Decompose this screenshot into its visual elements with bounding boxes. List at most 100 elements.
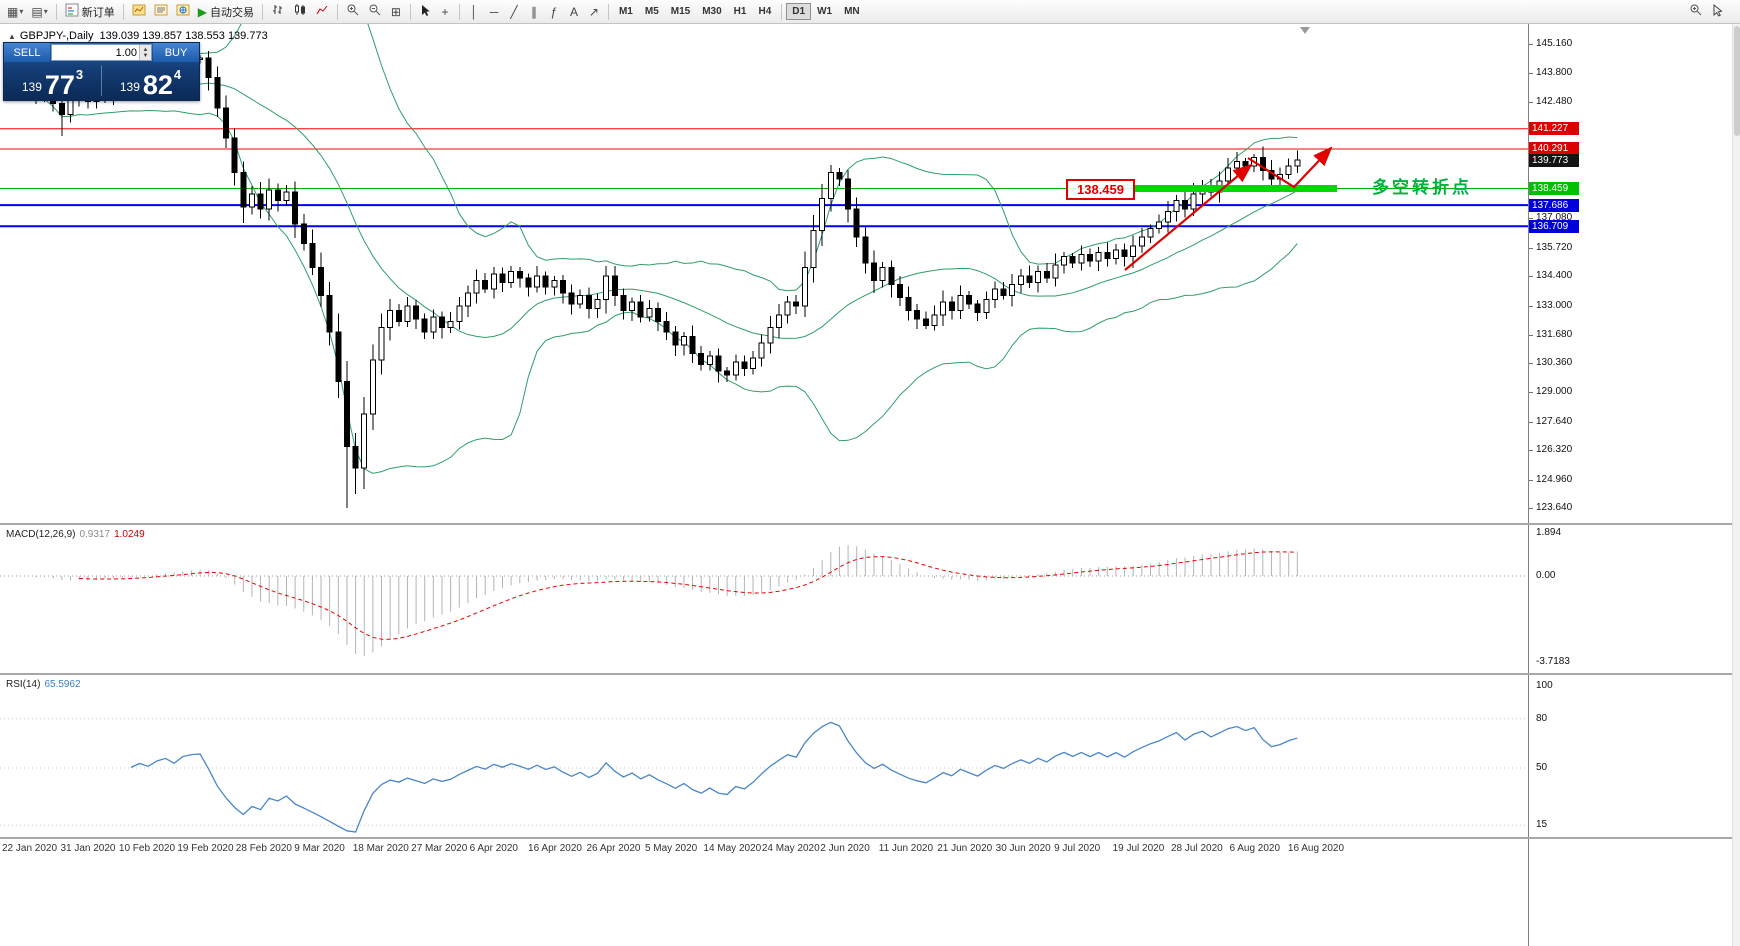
navigator-button[interactable] [172,2,194,22]
timeframe-m15[interactable]: M15 [670,6,691,17]
fibonacci-tool[interactable]: ƒ [544,2,564,22]
buy-button[interactable]: BUY [153,43,199,62]
rsi-name: RSI(14) [6,679,41,690]
price-axis-label: 137.080 [1536,212,1573,224]
axis-tick [1529,73,1533,75]
bar-chart-button[interactable] [267,2,289,22]
date-label: 2 Jun 2020 [820,843,870,854]
timeframe-d1[interactable]: D1 [786,3,812,20]
macd-scale-label: 1.894 [1536,527,1562,538]
macd-signal-value: 1.0249 [114,529,145,540]
macd-scale-label: 0.00 [1536,570,1556,581]
chart-shift-marker[interactable] [1300,27,1310,34]
timeframe-w1[interactable]: W1 [817,6,833,17]
price-axis-label: 135.720 [1536,241,1573,253]
market-watch-button[interactable] [128,2,150,22]
data-window-icon [154,3,168,20]
trend-arrow-zigzag[interactable] [1247,146,1333,189]
toolbar-separator [122,3,124,20]
macd-chart[interactable] [0,525,1528,673]
rsi-scale-label: 15 [1536,819,1548,831]
line-chart-button[interactable] [311,2,333,22]
toolbar-separator [458,3,460,20]
spin-up-icon[interactable]: ▲ [142,46,149,53]
timeframe-mn[interactable]: MN [844,6,860,17]
channel-icon: ∥ [530,4,537,19]
spin-down-icon[interactable]: ▼ [142,52,149,59]
zoom-out-button[interactable] [364,2,386,22]
date-label: 6 Aug 2020 [1229,843,1281,854]
thick-green-line[interactable] [1133,185,1337,192]
panel-separator[interactable] [0,673,1732,675]
volume-input[interactable] [52,45,139,60]
arrows-tool[interactable]: ↗ [584,2,604,22]
timeframe-h1[interactable]: H1 [733,6,747,17]
axis-tick [1529,334,1533,336]
date-label: 28 Feb 2020 [235,843,292,854]
profiles-button[interactable]: ▤ ▾ [27,2,51,22]
rsi-line [130,721,1298,833]
new-order-label: 新订单 [81,6,115,19]
main-price-chart[interactable] [0,24,1528,523]
date-label: 19 Feb 2020 [177,843,234,854]
text-tool[interactable]: A [564,2,584,22]
sell-button[interactable]: SELL [4,43,50,62]
pointer-tool-button[interactable] [1707,2,1727,22]
price-axis[interactable]: 145.160 143.800 142.480 137.080 135.720 134.4… [1528,24,1732,946]
ohlc-values: 139.039 139.857 138.553 139.773 [99,30,268,42]
chevron-down-icon: ▾ [19,7,24,16]
date-label: 28 Jul 2020 [1171,843,1223,854]
bollinger-upper [27,24,1298,292]
rsi-chart[interactable] [0,675,1528,837]
symbol-timeframe-label: GBPJPY-,Daily [19,30,94,42]
data-window-button[interactable] [150,2,172,22]
date-axis[interactable]: 22 Jan 2020 31 Jan 2020 10 Feb 2020 19 Feb … [0,839,1732,859]
main-toolbar: ▦ ▾ ▤ ▾ 新订单 ▶ 自动交易 ⊞ [0,0,1740,24]
horizontal-line-tool[interactable]: ─ [484,2,504,22]
panel-separator[interactable] [0,837,1732,839]
volume-stepper[interactable]: ▲ ▼ [139,45,151,60]
sell-price[interactable]: 139 77 3 [4,62,101,100]
level-price-callout[interactable]: 138.459 [1066,179,1135,200]
axis-tick [1529,363,1533,365]
new-chart-button[interactable]: ▦ ▾ [3,2,27,22]
buy-price-main: 139 [119,80,140,94]
vertical-line-icon: │ [470,4,478,19]
vertical-scrollbar[interactable] [1732,24,1740,946]
timeframe-m30[interactable]: M30 [702,6,722,17]
buy-price[interactable]: 139 82 4 [102,62,199,100]
bar-chart-icon [271,3,285,20]
timeframe-h4[interactable]: H4 [758,6,772,17]
price-axis-badge: 137.686 [1529,198,1579,212]
channel-tool[interactable]: ∥ [524,2,544,22]
candlestick-chart-button[interactable] [289,2,311,22]
date-label: 24 May 2020 [761,843,820,854]
auto-trading-label: 自动交易 [209,6,254,19]
new-order-button[interactable]: 新订单 [61,2,119,22]
macd-label: MACD(12,26,9) 0.9317 1.0249 [6,529,145,540]
price-axis-label: 143.800 [1536,67,1573,79]
timeframe-m1[interactable]: M1 [618,6,633,17]
candles-layer [7,50,1301,508]
panel-separator[interactable] [0,523,1732,525]
magnifier-plus-icon [1689,3,1703,20]
crosshair-button[interactable]: + [435,2,455,22]
collapse-triangle-icon[interactable]: ▲ [8,32,16,41]
vertical-line-tool[interactable]: │ [464,2,484,22]
pointer-icon [1711,3,1723,20]
zoom-tool-button[interactable] [1685,2,1707,22]
date-label: 19 Jul 2020 [1112,843,1165,854]
tile-windows-button[interactable]: ⊞ [386,2,406,22]
trend-arrow-up[interactable] [1124,163,1253,271]
zoom-in-button[interactable] [342,2,364,22]
trendline-tool[interactable]: ╱ [504,2,524,22]
scrollbar-thumb[interactable] [1734,26,1740,136]
price-axis-label: 133.000 [1536,300,1573,312]
auto-trading-button[interactable]: ▶ 自动交易 [194,2,258,22]
timeframe-m5[interactable]: M5 [644,6,659,17]
turning-point-note[interactable]: 多空转折点 [1372,178,1472,197]
date-label: 21 Jun 2020 [937,843,993,854]
price-axis-label: 142.480 [1536,95,1573,107]
buy-price-big: 82 [142,70,173,101]
cursor-button[interactable] [415,2,435,22]
